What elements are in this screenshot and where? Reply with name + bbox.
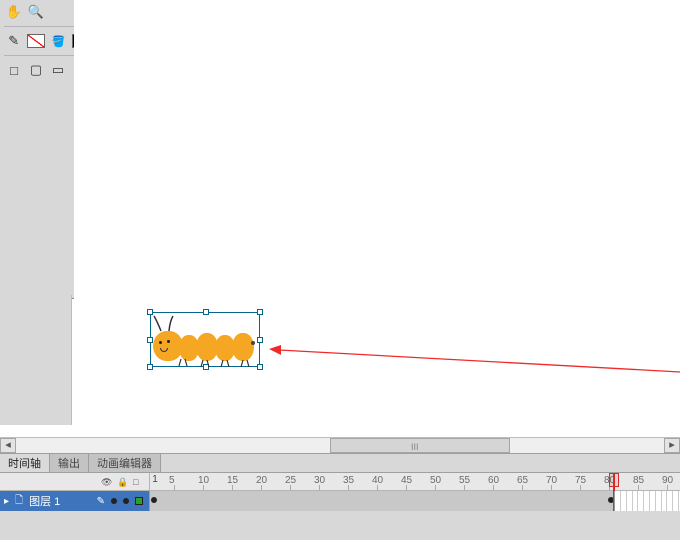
selection-bounding-box[interactable] (150, 312, 260, 367)
layer-name: 图层 1 (29, 493, 60, 509)
lock-column-icon[interactable]: 🔒 (117, 477, 127, 487)
canvas-stage[interactable] (74, 0, 680, 437)
panel-tabs: 时间轴 输出 动画编辑器 (0, 453, 680, 473)
tab-output[interactable]: 输出 (50, 454, 89, 472)
ruler-header: 👁 🔒 □ (0, 473, 150, 490)
bucket-icon[interactable]: 🪣 (51, 33, 66, 49)
smooth-icon[interactable]: ▢ (28, 62, 44, 78)
straighten-icon[interactable]: ▭ (50, 62, 66, 78)
visibility-dot[interactable] (111, 498, 117, 504)
tab-timeline[interactable]: 时间轴 (0, 454, 50, 472)
horizontal-scrollbar[interactable]: ◂ III ▸ (0, 437, 680, 453)
zoom-icon[interactable]: 🔍 (28, 4, 44, 20)
legs-icon (151, 313, 261, 368)
hand-icon[interactable]: ✋ (6, 4, 22, 20)
frame-1-label: 1 (150, 474, 160, 485)
layer-page-icon: ▸ (4, 496, 9, 507)
scroll-left-button[interactable]: ◂ (0, 438, 16, 453)
snap-icon[interactable]: □ (6, 62, 22, 78)
side-slab (0, 295, 72, 425)
layer-header[interactable]: ▸ 🗋 图层 1 ✎ (0, 491, 150, 511)
scroll-thumb[interactable]: III (330, 438, 510, 453)
pencil-stroke-icon[interactable]: ✎ (6, 33, 21, 49)
lock-dot[interactable] (123, 498, 129, 504)
scroll-grip-icon: III (411, 442, 419, 452)
layer-row[interactable]: ▸ 🗋 图层 1 ✎ (0, 491, 680, 511)
tab-motion-editor[interactable]: 动画编辑器 (89, 454, 161, 472)
frame-ruler[interactable]: 1 51015202530354045505560657075808590 (150, 473, 680, 490)
frame-track[interactable] (150, 491, 680, 511)
tween-span[interactable] (150, 491, 614, 511)
caterpillar-symbol[interactable] (151, 313, 259, 366)
keyframe-start[interactable] (151, 497, 157, 503)
empty-frames (614, 491, 680, 511)
annotation-arrow (74, 0, 680, 437)
stroke-swatch[interactable] (27, 34, 44, 48)
scroll-right-button[interactable]: ▸ (664, 438, 680, 453)
eye-column-icon[interactable]: 👁 (101, 477, 111, 487)
timeline-footer (0, 511, 680, 540)
outline-color-swatch[interactable] (135, 497, 143, 505)
layer-controls: ✎ (97, 496, 149, 507)
outline-column-icon[interactable]: □ (133, 477, 143, 487)
layer-type-icon: 🗋 (15, 493, 23, 510)
pencil-icon[interactable]: ✎ (97, 496, 105, 507)
timeline-ruler[interactable]: 👁 🔒 □ 1 51015202530354045505560657075808… (0, 473, 680, 491)
